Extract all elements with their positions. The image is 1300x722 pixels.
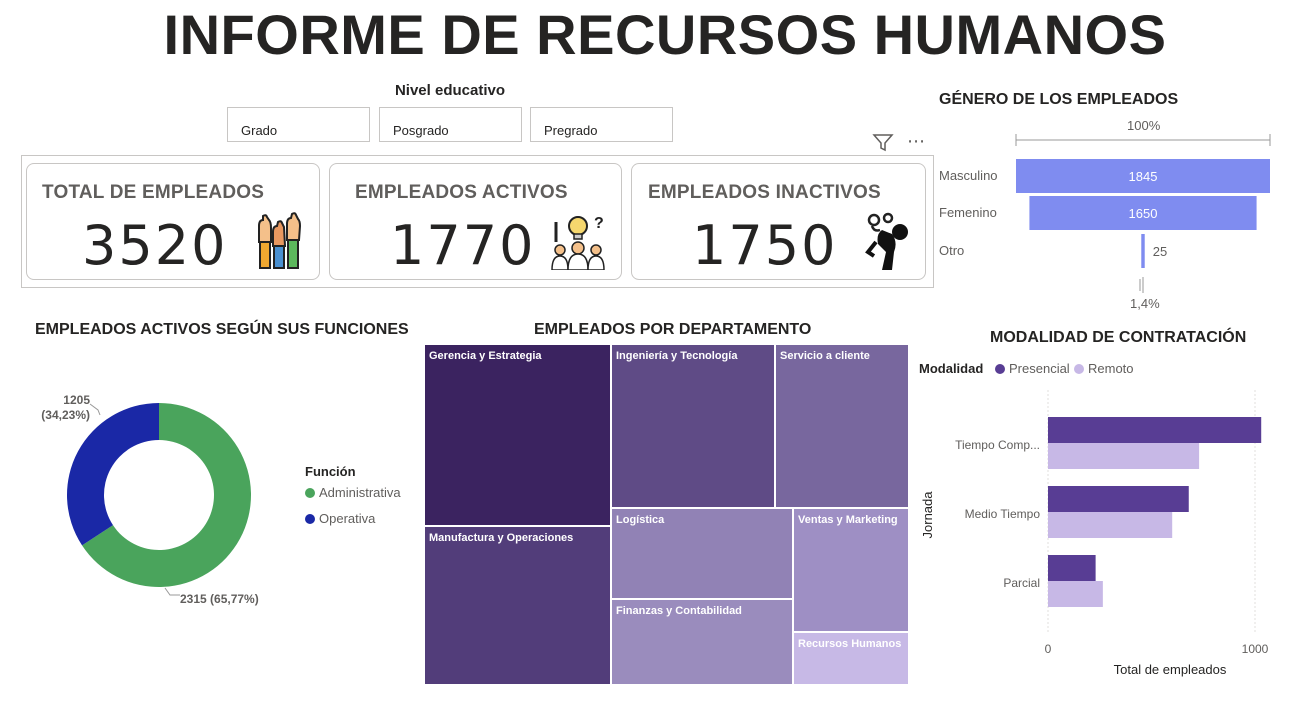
leader-line	[164, 587, 180, 596]
legend-label: Remoto	[1088, 361, 1134, 376]
funnel-bar[interactable]	[1141, 234, 1145, 268]
modality-chart-title: MODALIDAD DE CONTRATACIÓN	[990, 329, 1247, 346]
card-value: 1750	[692, 214, 838, 277]
y-axis-label: Jornada	[920, 491, 935, 539]
cards-frame	[21, 155, 934, 288]
treemap-cell[interactable]: Gerencia y Estrategia	[424, 344, 611, 526]
team-idea-icon: ?	[551, 215, 605, 270]
x-tick-label: 1000	[1242, 642, 1269, 656]
card-value: 1770	[390, 214, 536, 277]
legend-item-remoto[interactable]: Remoto	[1074, 361, 1134, 376]
leader-line	[89, 403, 101, 416]
card-empleados-activos: EMPLEADOS ACTIVOS 1770 ?	[329, 163, 622, 280]
legend-dot	[305, 513, 315, 524]
card-value: 3520	[82, 214, 228, 277]
x-tick-label: 0	[1045, 642, 1052, 656]
funnel-value-label: 25	[1153, 244, 1167, 259]
legend-dot	[995, 363, 1005, 374]
svg-text:?: ?	[594, 215, 604, 232]
filter-icon[interactable]	[872, 133, 894, 153]
donut-slice-operativa[interactable]	[67, 403, 159, 546]
card-label: EMPLEADOS ACTIVOS	[355, 182, 568, 203]
legend-label: Administrativa	[319, 485, 401, 500]
slicer-option-pregrado[interactable]: Pregrado	[530, 107, 673, 142]
slicer-title: Nivel educativo	[394, 82, 506, 99]
raised-hands-icon	[258, 212, 302, 269]
slicer-option-grado[interactable]: Grado	[227, 107, 370, 142]
treemap-cell[interactable]: Servicio a cliente	[775, 344, 909, 508]
treemap-cell[interactable]: Manufactura y Operaciones	[424, 526, 611, 685]
slicer-option-posgrado[interactable]: Posgrado	[379, 107, 522, 142]
gender-bottom-bracket	[1139, 277, 1144, 293]
card-empleados-inactivos: EMPLEADOS INACTIVOS 1750	[631, 163, 926, 280]
y-tick-label: Tiempo Comp...	[955, 438, 1040, 452]
departments-treemap: Gerencia y Estrategia Manufactura y Opera…	[424, 344, 909, 685]
bar-presencial[interactable]	[1048, 417, 1262, 443]
page-title: INFORME DE RECURSOS HUMANOS	[163, 3, 1167, 66]
card-total-empleados: TOTAL DE EMPLEADOS 3520	[26, 163, 320, 280]
functions-donut-chart: 2315 (65,77%) 1205(34,23%)	[41, 393, 259, 606]
funnel-category-label: Masculino	[939, 168, 998, 183]
modality-bar-chart: Tiempo Comp... Medio Tiempo Parcial 0 1000 To…	[920, 390, 1269, 677]
card-label: EMPLEADOS INACTIVOS	[648, 182, 881, 203]
donut-slice-administrativa[interactable]	[82, 403, 251, 587]
bar-remoto[interactable]	[1048, 512, 1173, 538]
treemap-cell[interactable]: Logística	[611, 508, 793, 599]
treemap-cell[interactable]: Ingeniería y Tecnología	[611, 344, 775, 508]
gender-chart-title: GÉNERO DE LOS EMPLEADOS	[939, 91, 1179, 108]
departments-chart-title: EMPLEADOS POR DEPARTAMENTO	[534, 321, 812, 338]
more-options-icon[interactable]: ⋯	[907, 131, 926, 151]
funnel-category-label: Femenino	[939, 205, 997, 220]
bar-remoto[interactable]	[1048, 443, 1200, 469]
y-tick-label: Medio Tiempo	[965, 507, 1041, 521]
funnel-category-label: Otro	[939, 243, 964, 258]
functions-legend-title: Función	[305, 464, 356, 479]
legend-dot	[305, 487, 315, 498]
gender-top-bracket	[1015, 134, 1271, 146]
modality-legend-title: Modalidad	[919, 361, 984, 376]
bar-presencial[interactable]	[1048, 555, 1096, 581]
gender-top-label: 100%	[1127, 118, 1161, 133]
legend-label: Presencial	[1009, 361, 1070, 376]
funnel-bar[interactable]	[1016, 159, 1270, 193]
card-label: TOTAL DE EMPLEADOS	[42, 182, 265, 203]
legend-item-administrativa[interactable]: Administrativa	[305, 485, 401, 500]
bar-remoto[interactable]	[1048, 581, 1103, 607]
donut-data-label: 2315 (65,77%)	[180, 592, 259, 606]
funnel-bar[interactable]	[1029, 196, 1257, 230]
functions-chart-title: EMPLEADOS ACTIVOS SEGÚN SUS FUNCIONES	[35, 321, 409, 338]
legend-label: Operativa	[319, 511, 376, 526]
treemap-cell[interactable]: Ventas y Marketing	[793, 508, 909, 632]
gender-bottom-label: 1,4%	[1130, 296, 1160, 311]
donut-data-label: 1205	[63, 393, 90, 407]
x-axis-label: Total de empleados	[1114, 662, 1227, 677]
legend-item-presencial[interactable]: Presencial	[995, 361, 1070, 376]
funnel-value-label: 1845	[1129, 169, 1158, 184]
donut-data-label: (34,23%)	[41, 408, 90, 422]
treemap-cell[interactable]: Finanzas y Contabilidad	[611, 599, 793, 685]
bar-presencial[interactable]	[1048, 486, 1189, 512]
legend-item-operativa[interactable]: Operativa	[305, 511, 375, 526]
gender-funnel-chart: Masculino 1845 Femenino 1650 Otro 25	[939, 159, 1270, 268]
treemap-cell[interactable]: Recursos Humanos	[793, 632, 909, 685]
legend-dot	[1074, 363, 1084, 374]
y-tick-label: Parcial	[1003, 576, 1040, 590]
funnel-value-label: 1650	[1129, 206, 1158, 221]
thinking-person-icon	[865, 212, 908, 270]
